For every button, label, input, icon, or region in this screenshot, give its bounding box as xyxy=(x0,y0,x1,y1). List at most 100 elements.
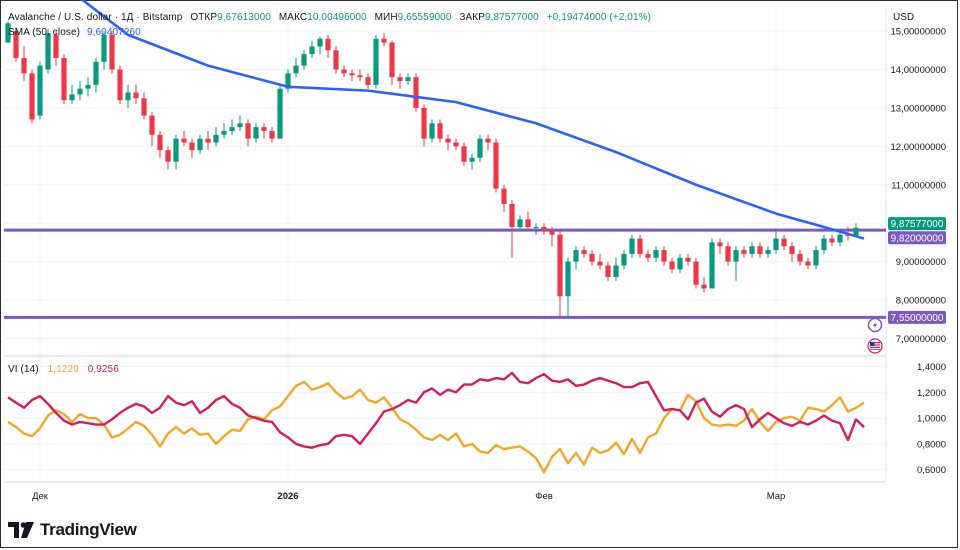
candle-body[interactable] xyxy=(325,38,331,51)
vi-legend[interactable]: VI (14) 1,1220 0,9256 xyxy=(8,364,119,375)
candle-body[interactable] xyxy=(133,92,139,99)
candle-body[interactable] xyxy=(805,261,811,266)
candle-body[interactable] xyxy=(437,123,443,139)
candle-body[interactable] xyxy=(837,234,843,243)
candle-body[interactable] xyxy=(573,250,579,262)
candle-body[interactable] xyxy=(365,77,371,85)
candle-body[interactable] xyxy=(637,238,643,254)
candle-body[interactable] xyxy=(197,138,203,151)
candle-body[interactable] xyxy=(381,38,387,43)
candle-body[interactable] xyxy=(765,250,771,254)
candle-body[interactable] xyxy=(373,38,379,85)
candle-body[interactable] xyxy=(109,34,115,70)
sma-line[interactable] xyxy=(8,0,865,240)
candle-body[interactable] xyxy=(461,146,467,162)
candle-body[interactable] xyxy=(293,65,299,74)
candle-body[interactable] xyxy=(317,38,323,47)
candle-body[interactable] xyxy=(533,227,539,229)
candle-body[interactable] xyxy=(125,92,131,101)
candle-body[interactable] xyxy=(309,46,315,55)
sma-series[interactable] xyxy=(8,0,865,240)
candle-body[interactable] xyxy=(517,219,523,228)
candle-body[interactable] xyxy=(661,250,667,262)
candle-body[interactable] xyxy=(645,253,651,258)
candle-body[interactable] xyxy=(693,261,699,285)
candle-body[interactable] xyxy=(61,57,67,101)
candle-body[interactable] xyxy=(405,77,411,82)
candle-body[interactable] xyxy=(413,77,419,108)
candle-body[interactable] xyxy=(725,246,731,262)
candle-body[interactable] xyxy=(653,250,659,258)
sma-legend[interactable]: SMA (50, close) 9,60407260 xyxy=(8,27,141,38)
candle-body[interactable] xyxy=(541,227,547,231)
candle-body[interactable] xyxy=(469,157,475,162)
candle-body[interactable] xyxy=(733,250,739,262)
candle-body[interactable] xyxy=(621,253,627,266)
vi-plus-line[interactable] xyxy=(7,380,865,474)
candle-body[interactable] xyxy=(549,230,555,235)
candle-body[interactable] xyxy=(853,227,859,236)
candle-body[interactable] xyxy=(477,138,483,158)
candle-body[interactable] xyxy=(581,250,587,254)
candle-body[interactable] xyxy=(5,23,11,43)
vi-axis[interactable]: 0,6000 0,8000 1,0000 1,2000 1,4000 xyxy=(917,362,946,476)
candle-body[interactable] xyxy=(165,150,171,162)
candle-body[interactable] xyxy=(157,134,163,151)
candle-body[interactable] xyxy=(357,75,363,78)
candle-body[interactable] xyxy=(229,127,235,131)
candle-body[interactable] xyxy=(429,123,435,139)
candle-body[interactable] xyxy=(525,219,531,228)
candle-body[interactable] xyxy=(685,257,691,262)
candle-body[interactable] xyxy=(149,115,155,135)
candle-body[interactable] xyxy=(701,284,707,289)
candle-body[interactable] xyxy=(773,238,779,251)
candle-body[interactable] xyxy=(557,234,563,297)
us-flag-icon[interactable] xyxy=(867,338,883,354)
candle-body[interactable] xyxy=(493,142,499,189)
candle-body[interactable] xyxy=(245,123,251,139)
candle-body[interactable] xyxy=(813,250,819,266)
candle-body[interactable] xyxy=(77,88,83,95)
horizontal-levels[interactable] xyxy=(4,228,886,319)
candle-body[interactable] xyxy=(669,261,675,270)
candle-body[interactable] xyxy=(333,50,339,70)
candle-body[interactable] xyxy=(301,54,307,66)
candle-body[interactable] xyxy=(717,242,723,247)
candle-body[interactable] xyxy=(213,134,219,143)
candle-body[interactable] xyxy=(101,34,107,62)
tradingview-logo[interactable]: TradingView xyxy=(8,520,137,540)
candle-body[interactable] xyxy=(205,138,211,143)
vi-minus-line[interactable] xyxy=(7,371,865,449)
time-axis[interactable]: Дек 2026 Фев Мар xyxy=(32,491,785,502)
candle-body[interactable] xyxy=(253,127,259,139)
candle-body[interactable] xyxy=(749,246,755,254)
candle-body[interactable] xyxy=(741,250,747,254)
symbol-legend[interactable]: Avalanche / U.S. dollar · 1Д · Bitstamp … xyxy=(8,12,651,23)
candle-body[interactable] xyxy=(21,57,27,74)
candle-body[interactable] xyxy=(285,73,291,89)
candle-body[interactable] xyxy=(597,261,603,266)
currency-label[interactable]: USD xyxy=(893,12,915,23)
candle-body[interactable] xyxy=(277,88,283,139)
candle-body[interactable] xyxy=(37,65,43,116)
candle-body[interactable] xyxy=(829,238,835,243)
candle-body[interactable] xyxy=(141,98,147,116)
candle-body[interactable] xyxy=(189,142,195,151)
candle-body[interactable] xyxy=(589,253,595,262)
candle-body[interactable] xyxy=(677,257,683,270)
candle-body[interactable] xyxy=(757,246,763,254)
lightning-icon[interactable] xyxy=(867,317,883,333)
candle-body[interactable] xyxy=(789,246,795,254)
candle-body[interactable] xyxy=(485,138,491,143)
candle-body[interactable] xyxy=(605,265,611,277)
candle-body[interactable] xyxy=(69,94,75,101)
candle-body[interactable] xyxy=(237,123,243,128)
candle-body[interactable] xyxy=(349,73,355,76)
candle-body[interactable] xyxy=(613,265,619,277)
candle-body[interactable] xyxy=(397,77,403,82)
candle-body[interactable] xyxy=(797,253,803,262)
candle-body[interactable] xyxy=(173,138,179,162)
candle-body[interactable] xyxy=(629,238,635,254)
candle-body[interactable] xyxy=(181,138,187,143)
candle-body[interactable] xyxy=(261,127,267,131)
